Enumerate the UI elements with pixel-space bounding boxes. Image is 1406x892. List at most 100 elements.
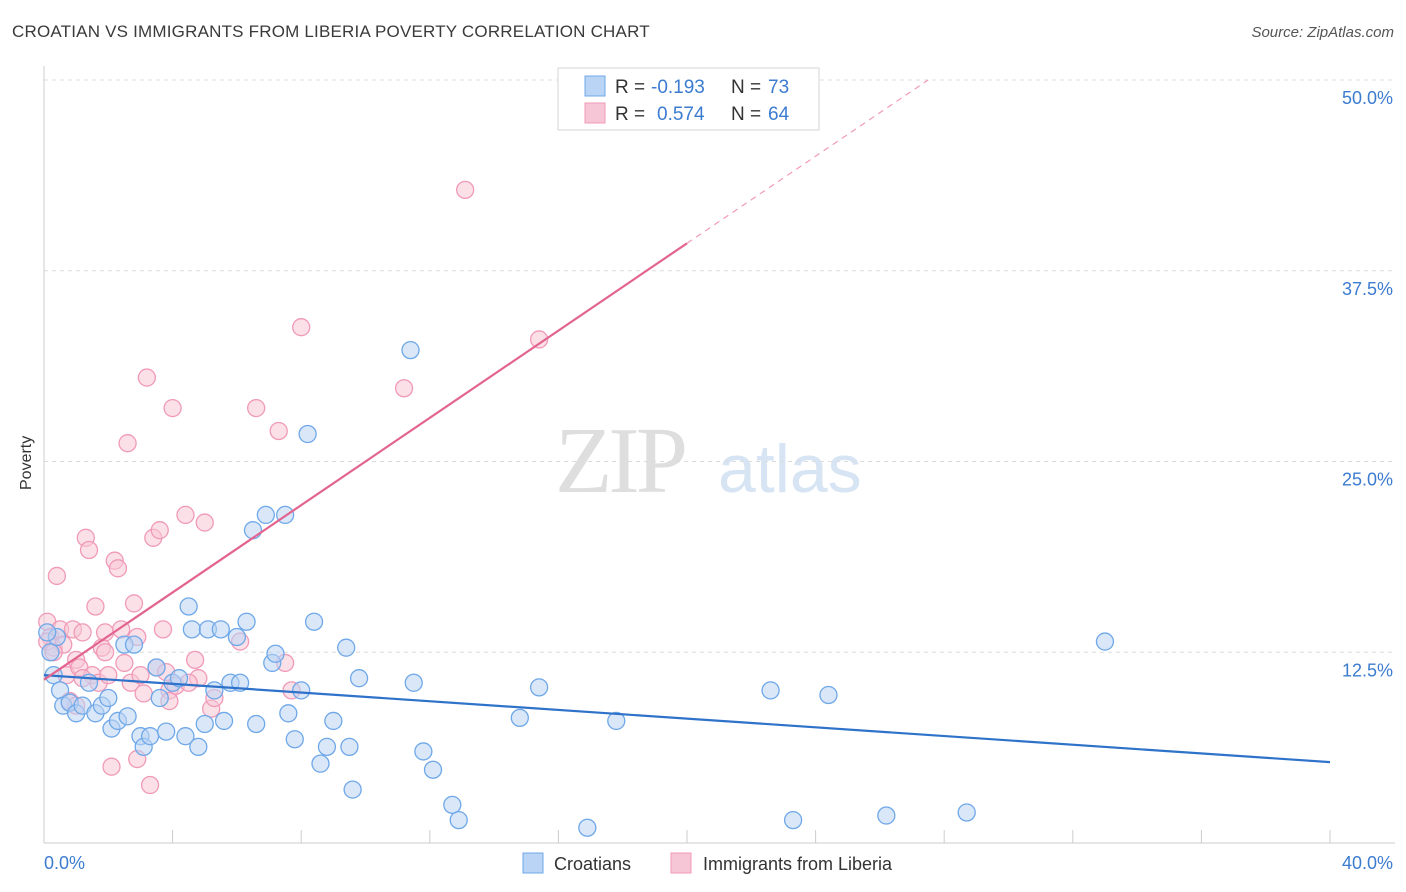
croatians-point	[176, 727, 195, 746]
croatians-point	[414, 742, 433, 761]
liberia-point	[269, 421, 288, 441]
croatians-trend-line	[43, 674, 1331, 764]
liberia-point	[134, 684, 153, 703]
legend-n-value-2: 64	[768, 104, 790, 125]
croatians-point	[214, 711, 234, 731]
croatians-point	[324, 711, 343, 731]
data-points	[38, 180, 1115, 837]
legend-r-label-2: R =	[615, 104, 645, 125]
croatians-point	[510, 708, 529, 728]
croatians-point	[179, 597, 198, 616]
liberia-point	[73, 623, 92, 642]
x-tick-label-max: 40.0%	[1342, 853, 1393, 873]
croatians-point	[877, 806, 896, 825]
liberia-point	[394, 379, 414, 398]
x-tick-labels: 0.0% 40.0%	[44, 853, 1393, 873]
liberia-point	[115, 653, 134, 673]
legend-swatch-croatians	[584, 75, 606, 97]
croatians-point	[349, 669, 369, 688]
liberia-point	[150, 521, 169, 540]
liberia-point	[131, 665, 150, 685]
liberia-point	[247, 398, 266, 418]
liberia-point	[102, 757, 121, 776]
legend-r-label-1: R =	[615, 77, 645, 98]
liberia-point	[86, 597, 105, 616]
series-legend-swatch-croatians	[522, 852, 544, 874]
series-legend-label-liberia: Immigrants from Liberia	[703, 854, 893, 874]
liberia-point	[47, 566, 67, 586]
series-legend-label-croatians: Croatians	[554, 854, 631, 874]
y-tick-label: 25.0%	[1342, 470, 1393, 490]
liberia-point	[153, 620, 173, 639]
croatians-point	[256, 505, 275, 525]
liberia-point	[118, 434, 137, 453]
croatians-point	[298, 424, 317, 444]
croatians-point	[247, 714, 266, 734]
y-tick-label: 50.0%	[1342, 88, 1393, 108]
liberia-point	[99, 665, 118, 685]
liberia-point	[137, 368, 157, 387]
croatians-point	[189, 737, 208, 757]
croatians-point	[150, 688, 169, 708]
y-tick-label: 37.5%	[1342, 279, 1393, 299]
croatians-point	[157, 722, 176, 741]
liberia-point	[292, 318, 311, 337]
croatians-point	[317, 737, 337, 757]
croatians-point	[761, 681, 780, 700]
croatians-point	[783, 810, 803, 830]
y-tick-label: 12.5%	[1342, 660, 1393, 680]
croatians-point	[205, 681, 224, 700]
liberia-point	[163, 398, 182, 418]
croatians-point	[41, 643, 60, 662]
liberia-point	[195, 513, 214, 532]
croatians-point	[211, 620, 230, 639]
legend-r-value-1: -0.193	[651, 77, 705, 98]
croatians-point	[311, 754, 330, 773]
croatians-point	[243, 521, 263, 540]
liberia-point	[185, 650, 205, 670]
liberia-point	[176, 505, 195, 525]
croatians-point	[140, 727, 160, 746]
correlation-legend: R = -0.193 N = 73 R = 0.574 N = 64	[557, 67, 820, 131]
legend-n-value-1: 73	[768, 77, 789, 98]
croatians-point	[124, 635, 144, 654]
x-tick-label-min: 0.0%	[44, 853, 85, 873]
croatians-point	[182, 620, 202, 639]
croatians-point	[285, 730, 304, 749]
croatians-point	[819, 685, 838, 705]
croatians-point	[529, 678, 549, 697]
liberia-point	[95, 643, 115, 662]
liberia-point	[529, 330, 549, 349]
croatians-point	[38, 623, 57, 642]
croatians-point	[340, 737, 359, 757]
liberia-trend-line	[43, 242, 688, 681]
legend-r-value-2: 0.574	[657, 104, 705, 125]
croatians-point	[449, 810, 468, 830]
gridlines	[44, 79, 1395, 653]
croatians-point	[169, 669, 189, 688]
croatians-point	[423, 760, 443, 779]
liberia-trend-extension	[686, 79, 929, 244]
legend-swatch-liberia	[584, 102, 606, 124]
liberia-point	[108, 559, 128, 578]
croatians-point	[118, 707, 137, 726]
croatians-point	[337, 638, 356, 657]
series-legend-swatch-liberia	[670, 852, 692, 874]
croatians-point	[401, 340, 420, 360]
liberia-point	[79, 540, 99, 560]
y-tick-labels: 12.5% 25.0% 37.5% 50.0%	[1342, 88, 1393, 680]
axes	[43, 66, 1395, 844]
chart-title: CROATIAN VS IMMIGRANTS FROM LIBERIA POVE…	[12, 22, 650, 41]
croatians-point	[292, 681, 311, 700]
croatians-point	[443, 795, 462, 814]
croatians-point	[266, 644, 285, 663]
legend-n-label-1: N =	[731, 77, 761, 98]
liberia-point	[124, 594, 144, 613]
croatians-point	[227, 627, 247, 647]
croatians-point	[957, 803, 976, 822]
source-credit: Source: ZipAtlas.com	[1251, 24, 1394, 41]
croatians-point	[195, 714, 214, 734]
trend-lines	[43, 79, 1331, 764]
croatians-point	[578, 818, 597, 837]
croatians-point	[343, 780, 362, 799]
